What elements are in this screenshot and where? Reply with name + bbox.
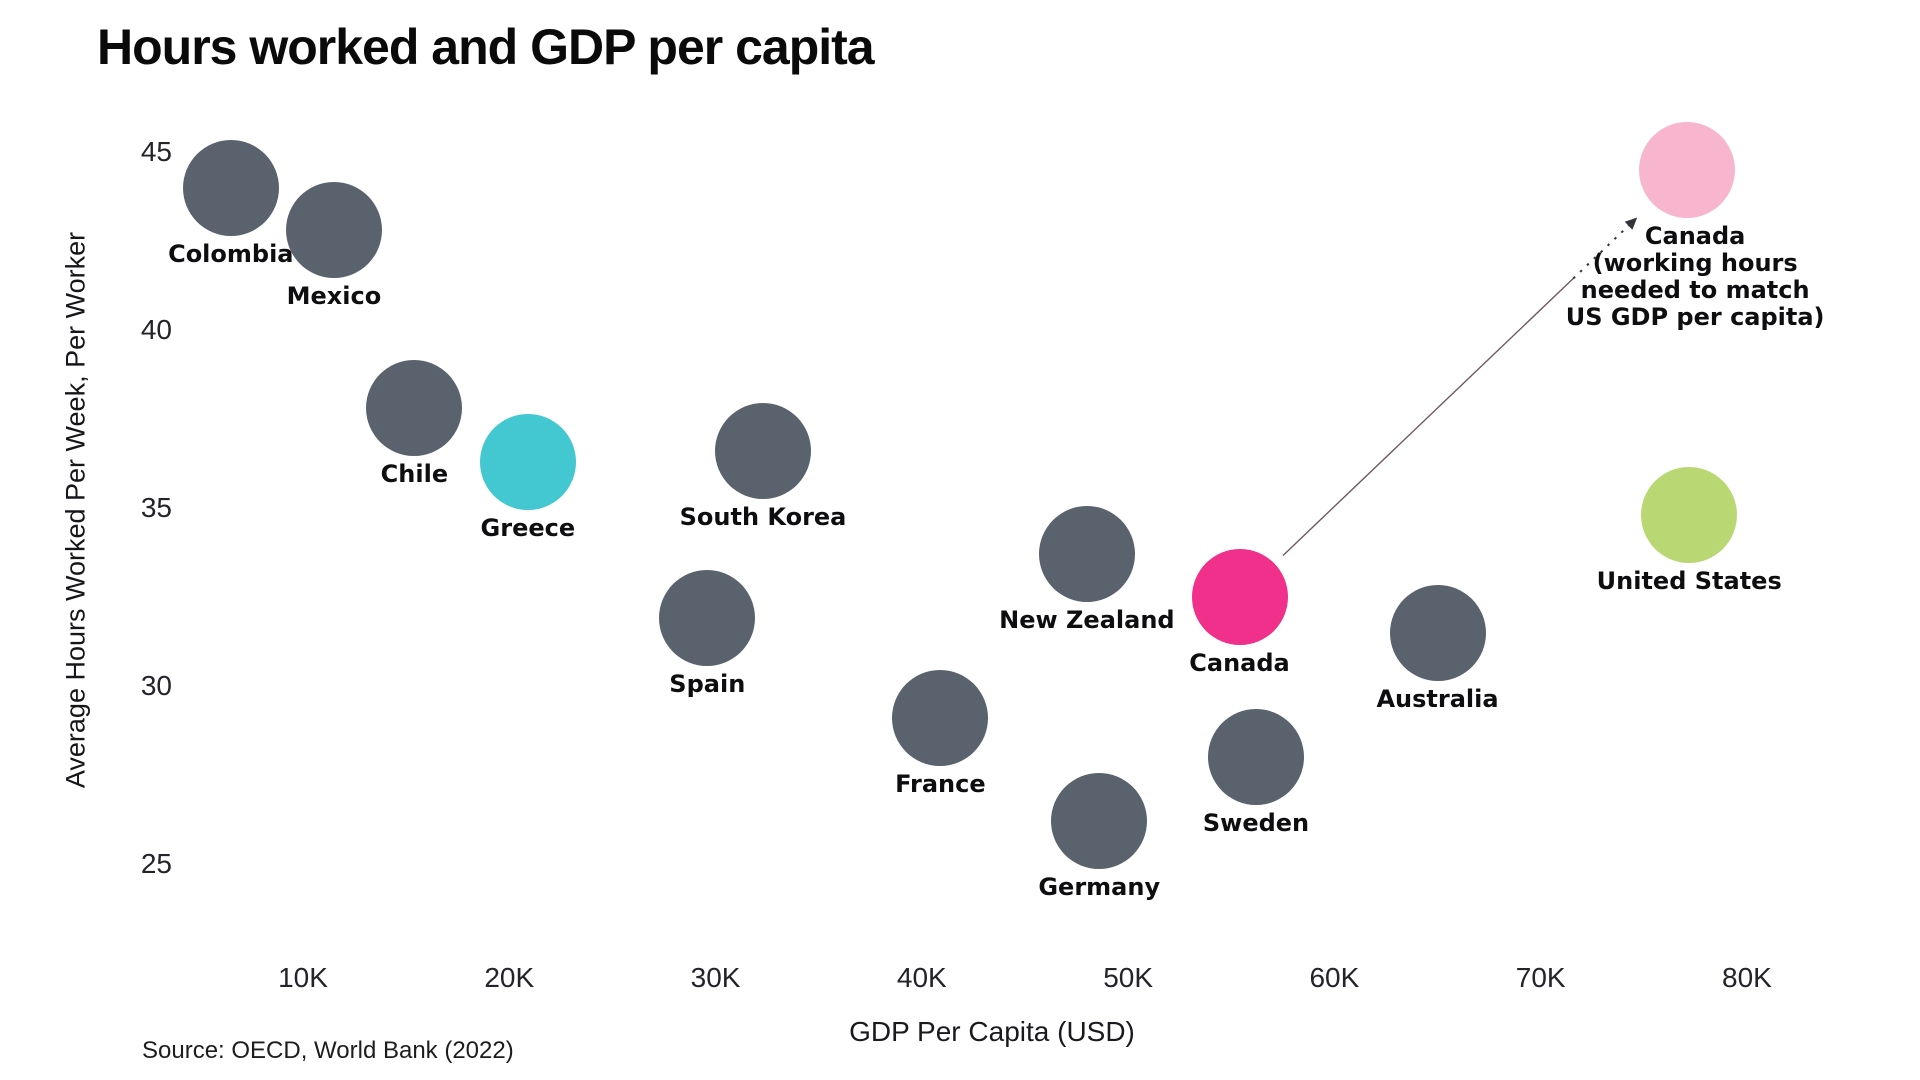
x-axis-title: GDP Per Capita (USD) [849,1016,1135,1047]
y-tick-40: 40 [140,314,172,345]
dot-new-zealand [1038,506,1135,603]
dot-germany [1051,773,1148,870]
x-tick-50K: 50K [1103,962,1154,993]
x-tick-60K: 60K [1309,962,1360,993]
dot-mexico [285,182,382,279]
dot-sweden [1208,709,1304,806]
y-tick-25: 25 [140,848,172,879]
dot-label-south-korea: South Korea [679,503,847,532]
dot-label-colombia: Colombia [168,239,294,268]
dot-canada [1191,549,1288,645]
dot-spain [659,570,756,667]
x-tick-80K: 80K [1722,962,1772,993]
dot-label-sweden: Sweden [1202,809,1310,838]
dot-label-canada-hypothetical: Canada (working hours needed to match US GD… [1565,221,1825,331]
source-note: Source: OECD, World Bank (2022) [142,1037,514,1064]
dot-label-new-zealand: New Zealand [999,606,1175,635]
dot-label-chile: Chile [380,460,449,489]
dot-label-greece: Greece [480,513,576,542]
x-tick-40K: 40K [896,962,947,993]
dot-label-mexico: Mexico [286,282,382,311]
chart-title: Hours worked and GDP per capita [97,19,875,75]
x-tick-30K: 30K [690,962,741,993]
x-tick-70K: 70K [1515,962,1566,993]
dot-colombia [182,139,279,236]
dot-label-france: France [895,770,986,799]
x-tick-10K: 10K [278,962,328,993]
dot-canada-hypothetical [1639,121,1736,218]
dot-label-united-states: United States [1596,567,1782,596]
dot-label-canada: Canada [1189,649,1290,677]
y-tick-45: 45 [140,136,172,167]
dot-label-germany: Germany [1038,873,1161,902]
dot-greece [479,413,576,510]
dot-chile [366,360,463,457]
y-tick-30: 30 [140,670,172,701]
dot-label-spain: Spain [669,670,746,699]
y-tick-35: 35 [140,492,172,523]
dot-label-australia: Australia [1376,684,1499,713]
dot-south-korea [715,403,811,500]
dot-australia [1389,584,1486,681]
dot-france [892,670,989,767]
dot-united-states [1641,467,1738,564]
x-tick-20K: 20K [484,962,535,993]
